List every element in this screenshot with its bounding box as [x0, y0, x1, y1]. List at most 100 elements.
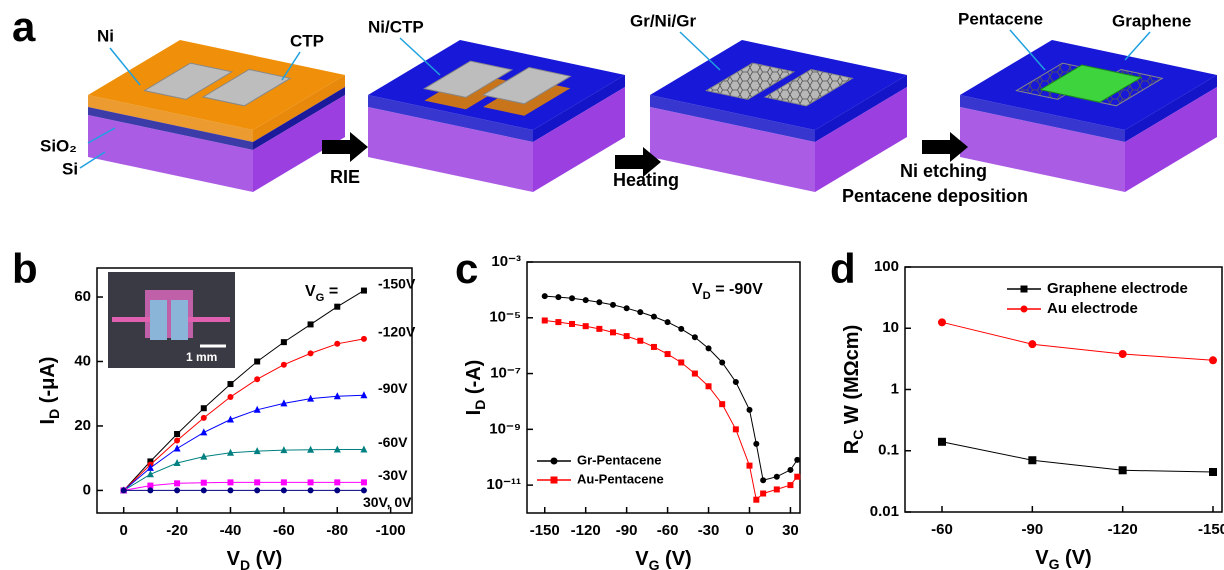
- point: [774, 486, 780, 492]
- annotation: VG =: [305, 283, 338, 304]
- point: [121, 487, 127, 493]
- figure: a b c d RIE Heating Ni etching Pentacene…: [0, 0, 1224, 570]
- annotation: VD = -90V: [692, 281, 763, 302]
- point: [610, 302, 616, 308]
- panel-label: d: [830, 245, 856, 292]
- point: [174, 431, 180, 437]
- step-label: Ni etching: [900, 161, 987, 181]
- inset-pad: [150, 300, 167, 340]
- legend-label: Au electrode: [1047, 300, 1138, 317]
- point: [753, 497, 759, 503]
- x-tick-label: -150: [1198, 521, 1224, 538]
- y-tick-label: 10: [882, 319, 899, 336]
- label-part: D: [46, 409, 62, 419]
- label-part: =: [324, 283, 338, 300]
- point: [760, 491, 766, 497]
- point: [334, 304, 340, 310]
- diagram-label: Ni: [97, 26, 114, 45]
- diagram-label: Si: [62, 159, 78, 178]
- legend-label: Graphene electrode: [1047, 280, 1188, 297]
- point: [774, 474, 780, 480]
- series-label: -60V: [378, 434, 408, 450]
- point: [637, 338, 643, 344]
- point: [227, 381, 233, 387]
- point: [147, 487, 153, 493]
- point: [583, 323, 589, 329]
- point: [254, 479, 260, 485]
- label-part: G: [1049, 556, 1060, 570]
- label-part: D: [703, 290, 711, 302]
- y-tick-label: 1: [891, 380, 899, 397]
- x-tick-label: -150: [530, 522, 560, 539]
- point: [281, 339, 287, 345]
- x-tick-label: -40: [220, 522, 242, 539]
- point: [678, 359, 684, 365]
- y-tick-label: 10⁻¹¹: [486, 476, 521, 493]
- y-axis-label: ID (-A): [463, 360, 487, 416]
- point: [1028, 456, 1036, 464]
- point: [281, 362, 287, 368]
- point: [334, 446, 341, 453]
- point: [1119, 466, 1127, 474]
- label-part: C: [850, 430, 866, 440]
- series-line: [124, 395, 364, 490]
- x-tick-label: 30: [782, 522, 799, 539]
- point: [610, 329, 616, 335]
- point: [254, 358, 260, 364]
- point: [665, 351, 671, 357]
- y-tick-label: 10⁻⁷: [490, 365, 521, 382]
- label-part: G: [649, 557, 660, 570]
- legend-marker: [551, 458, 558, 465]
- point: [1209, 356, 1217, 364]
- point: [692, 371, 698, 377]
- label-part: V: [635, 548, 649, 570]
- series-line: [942, 442, 1213, 472]
- series-label: 30V, 0V: [363, 494, 412, 510]
- label-part: (V): [1060, 547, 1092, 569]
- x-tick-label: 0: [120, 522, 128, 539]
- legend-label: Au-Pentacene: [577, 471, 664, 486]
- label-part: (-μA): [37, 357, 59, 409]
- chart: 02040600-20-40-60-80-100VD (V)ID (-μA)VG…: [37, 268, 416, 570]
- point: [569, 295, 575, 301]
- series-label: -150V: [378, 275, 416, 291]
- point: [174, 480, 180, 486]
- x-tick-label: -60: [657, 522, 679, 539]
- point: [254, 487, 260, 493]
- point: [651, 344, 657, 350]
- point: [555, 319, 561, 325]
- legend-label: Gr-Pentacene: [577, 452, 662, 467]
- point: [1119, 350, 1127, 358]
- series-line: [942, 322, 1213, 360]
- series-label: -30V: [378, 467, 408, 483]
- point: [787, 467, 793, 473]
- point: [938, 438, 946, 446]
- point: [733, 379, 739, 385]
- point: [227, 479, 233, 485]
- point: [569, 321, 575, 327]
- point: [938, 318, 946, 326]
- y-axis-label: RC W (MΩcm): [841, 325, 865, 455]
- label-part: D: [240, 557, 250, 570]
- point: [361, 479, 367, 485]
- x-tick-label: -30: [698, 522, 720, 539]
- diagram-label: Ni/CTP: [368, 17, 424, 36]
- step-label: Pentacene deposition: [842, 186, 1028, 206]
- point: [281, 487, 287, 493]
- point: [624, 333, 630, 339]
- point: [794, 474, 800, 480]
- x-tick-label: -90: [1021, 521, 1043, 538]
- point: [308, 350, 314, 356]
- x-tick-label: -100: [376, 522, 406, 539]
- label-part: D: [472, 400, 488, 410]
- point: [201, 487, 207, 493]
- x-tick-label: -90: [616, 522, 638, 539]
- x-tick-label: -80: [326, 522, 348, 539]
- legend-marker: [551, 477, 558, 484]
- point: [542, 317, 548, 323]
- point: [308, 479, 314, 485]
- y-tick-label: 0.1: [878, 442, 899, 459]
- point: [361, 336, 367, 342]
- point: [201, 480, 207, 486]
